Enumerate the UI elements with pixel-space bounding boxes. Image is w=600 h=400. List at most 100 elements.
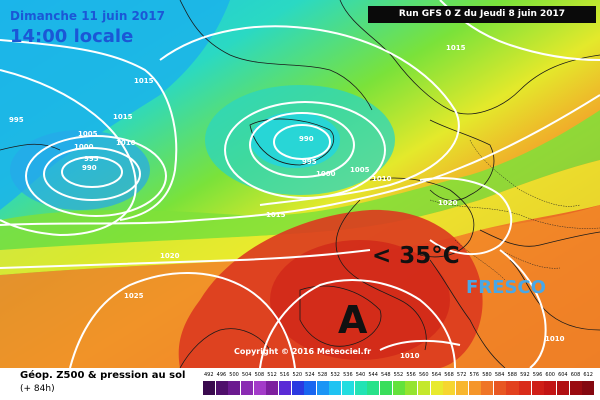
green-band [0, 110, 600, 250]
legend-tick-label: 508 [254, 372, 265, 378]
legend-swatch [455, 381, 468, 395]
isobar-label: 1005 [350, 166, 370, 174]
geopotential-map [0, 0, 600, 368]
legend-tick-label: 548 [381, 372, 391, 378]
legend-tick-label: 568 [444, 372, 454, 378]
legend-swatch [557, 381, 570, 395]
isobar-label: 1025 [124, 292, 144, 300]
isobar-label: 1020 [438, 199, 458, 207]
legend-tick-label: 536 [343, 372, 353, 378]
isobar-label: 1020 [160, 252, 180, 260]
legend-swatch [443, 381, 456, 395]
legend-tick-label: 552 [393, 372, 404, 378]
legend-swatch [291, 381, 304, 395]
forecast-time: 14:00 locale [10, 26, 134, 47]
isobar-label: 990 [82, 164, 97, 172]
legend-tick-label: 504 [241, 372, 252, 378]
legend-swatch [342, 381, 355, 395]
isobar-label: 990 [299, 135, 314, 143]
forecast-lead: (+ 84h) [20, 384, 55, 394]
fresco-annotation: FRESCO [466, 277, 546, 298]
legend-tick-label: 592 [520, 372, 530, 378]
legend-swatch [468, 381, 481, 395]
legend-swatch [329, 381, 342, 395]
legend-swatch [392, 381, 405, 395]
legend-swatch [430, 381, 443, 395]
isobar-label: 1010 [545, 335, 565, 343]
legend-swatch [228, 381, 241, 395]
run-info: Run GFS 0 Z du Jeudi 8 juin 2017 [368, 6, 596, 23]
legend-swatch [544, 381, 557, 395]
legend-tick-label: 560 [418, 372, 429, 378]
legend-swatch [203, 381, 216, 395]
isobar-label: 1000 [74, 143, 94, 151]
isobar-label: 1010 [116, 139, 136, 147]
isobar-label: 1010 [400, 352, 420, 360]
legend-tick-label: 564 [431, 372, 442, 378]
legend-tick-label: 524 [305, 372, 315, 378]
legend-swatch [417, 381, 430, 395]
color-legend: 492 496 500 504 508 512 516 520 524 528 532 536 540 5… [203, 372, 595, 398]
legend-swatch [253, 381, 266, 395]
legend-swatch [266, 381, 279, 395]
legend-swatch [380, 381, 393, 395]
legend-tick-label: 572 [456, 372, 467, 378]
legend-tick-label: 580 [482, 372, 492, 378]
legend-tick-label: 576 [469, 372, 480, 378]
isobar-label: 995 [302, 158, 317, 166]
legend-swatch [354, 381, 367, 395]
borders [429, 139, 600, 281]
legend-swatch [506, 381, 519, 395]
low-west-core [10, 130, 150, 210]
isobar-label: 1015 [266, 211, 286, 219]
legend-swatch [367, 381, 380, 395]
isobar-label: 1000 [316, 170, 336, 178]
legend-tick-label: 604 [558, 372, 568, 378]
legend-tick-label: 500 [229, 372, 239, 378]
legend-swatch [405, 381, 418, 395]
legend-tick-label: 516 [279, 372, 290, 378]
legend-tick-label: 512 [267, 372, 277, 378]
legend-swatch [304, 381, 317, 395]
legend-tick-label: 528 [317, 372, 328, 378]
isobar-label: 1005 [78, 130, 98, 138]
chart-title: Géop. Z500 & pression au sol [20, 370, 186, 381]
legend-swatch [481, 381, 494, 395]
legend-tick-label: 540 [355, 372, 366, 378]
legend-tick-label: 556 [406, 372, 416, 378]
legend-swatch [215, 381, 228, 395]
legend-swatch [493, 381, 506, 395]
copyright: Copyright © 2016 Meteociel.fr [234, 347, 372, 356]
legend-tick-label: 584 [494, 372, 505, 378]
legend-swatch [582, 381, 595, 395]
forecast-date: Dimanche 11 juin 2017 [10, 9, 165, 23]
legend-swatch [316, 381, 329, 395]
low-center-core [250, 112, 340, 168]
legend-tick-label: 544 [368, 372, 378, 378]
yellow-band [0, 160, 600, 275]
isobar-label: 1015 [134, 77, 154, 85]
legend-tick-label: 492 [204, 372, 214, 378]
legend-tick-label: 496 [216, 372, 227, 378]
legend-tick-label: 608 [570, 372, 581, 378]
heat-center [270, 240, 450, 360]
isobar-label: 1015 [113, 113, 133, 121]
legend-tick-label: 596 [532, 372, 543, 378]
legend-swatch [569, 381, 582, 395]
isobar-label: 995 [9, 116, 24, 124]
high-pressure-marker: A [338, 298, 368, 342]
legend-swatch [240, 381, 253, 395]
coastlines [0, 0, 600, 368]
legend-swatch [278, 381, 291, 395]
temperature-annotation: < 35°C [372, 243, 460, 269]
isobar-label: 1015 [446, 44, 466, 52]
isobar-label: 1010 [372, 175, 392, 183]
legend-tick-label: 600 [545, 372, 555, 378]
legend-tick-label: 520 [292, 372, 303, 378]
legend-swatch [519, 381, 532, 395]
legend-tick-label: 612 [583, 372, 593, 378]
legend-tick-label: 588 [507, 372, 518, 378]
legend-tick-label: 532 [330, 372, 340, 378]
isobar-label: 995 [84, 155, 99, 163]
